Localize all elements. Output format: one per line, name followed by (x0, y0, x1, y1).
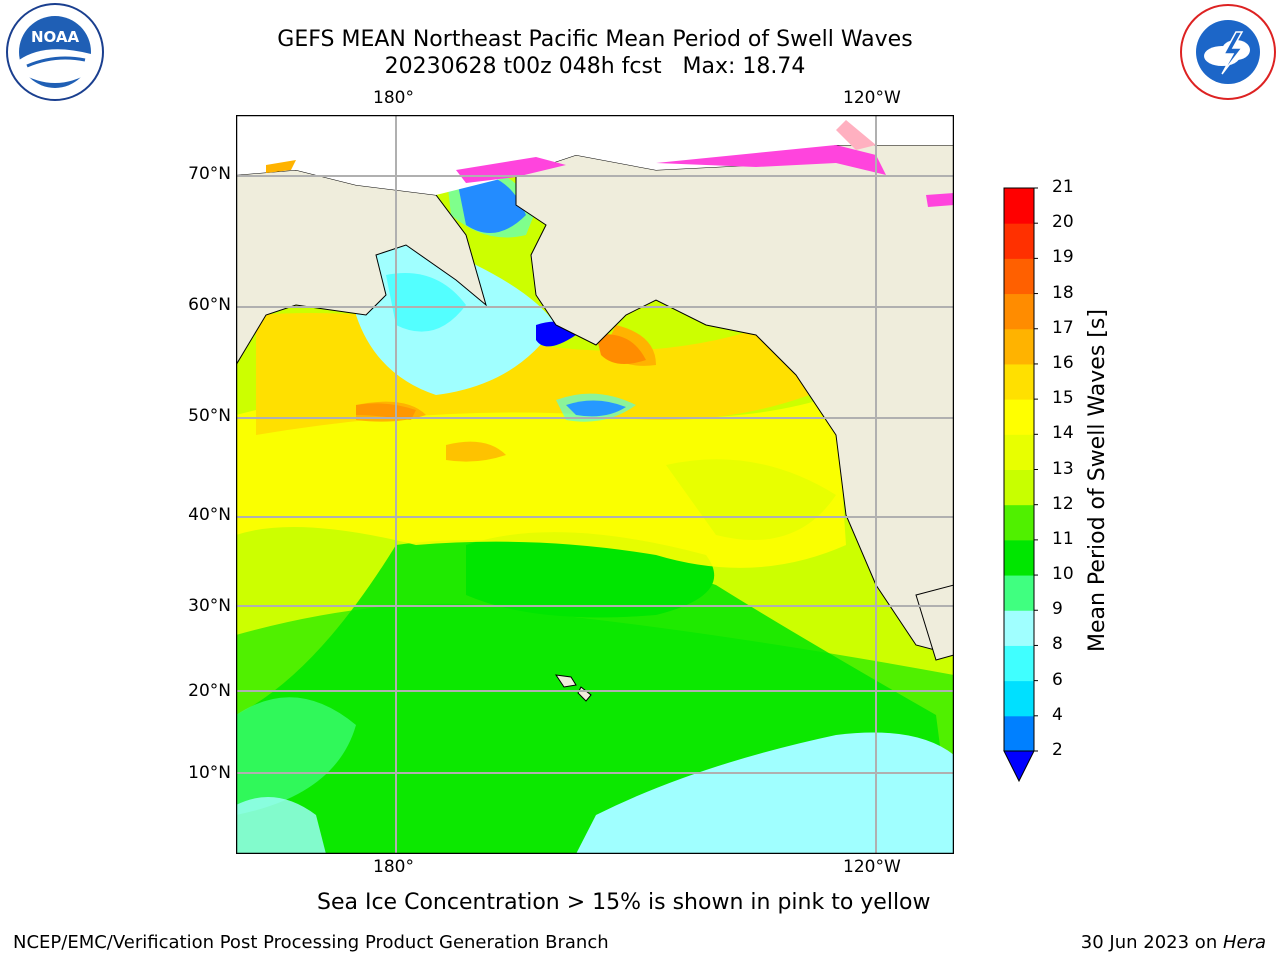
colorbar-segment (1004, 293, 1034, 330)
colorbar-tick-label: 14 (1052, 423, 1074, 444)
lat-label-10n: 10°N (188, 763, 231, 783)
colorbar-tick-label: 4 (1052, 704, 1063, 725)
nws-logo (1180, 4, 1276, 100)
colorbar-segment (1004, 645, 1034, 682)
lon-label-bottom-180: 180° (373, 857, 414, 877)
colorbar-segment (1004, 504, 1034, 541)
footer-date: 30 Jun 2023 on Hera (1081, 932, 1266, 953)
colorbar-tick-label: 16 (1052, 352, 1074, 373)
footer-host: Hera (1222, 932, 1266, 953)
colorbar-segment (1004, 610, 1034, 646)
lat-label-50n: 50°N (188, 406, 231, 426)
lat-label-30n: 30°N (188, 596, 231, 616)
colorbar-tick-label: 8 (1052, 634, 1063, 655)
colorbar-segment (1004, 469, 1034, 506)
colorbar-tick-label: 10 (1052, 564, 1074, 585)
colorbar-tick-label: 11 (1052, 528, 1074, 549)
colorbar-tick-label: 12 (1052, 493, 1074, 514)
colorbar-segment (1004, 680, 1034, 717)
colorbar-segment (1004, 434, 1034, 470)
colorbar-segment (1004, 539, 1034, 576)
colorbar-tick-label: 13 (1052, 458, 1074, 479)
colorbar-segment (1004, 399, 1034, 435)
colorbar-tick-label: 18 (1052, 282, 1074, 303)
colorbar-tick-label: 15 (1052, 388, 1074, 409)
map-title-line2: 20230628 t00z 048h fcst Max: 18.74 (384, 54, 806, 79)
lon-label-top-120w: 120°W (843, 88, 901, 108)
colorbar-segment (1004, 223, 1034, 259)
colorbar-tick-label: 20 (1052, 212, 1074, 233)
colorbar (1003, 187, 1038, 783)
colorbar-segment (1004, 188, 1034, 224)
colorbar-segment (1004, 363, 1034, 400)
colorbar-segment (1004, 575, 1034, 611)
colorbar-under-arrow (1003, 750, 1035, 783)
sea-ice-note: Sea Ice Concentration > 15% is shown in … (317, 890, 931, 915)
colorbar-segment (1004, 715, 1034, 752)
colorbar-tick-label: 21 (1052, 177, 1074, 197)
colorbar-tick-label: 2 (1052, 740, 1063, 760)
colorbar-tick-label: 9 (1052, 599, 1063, 620)
footer-date-text: 30 Jun 2023 on (1080, 932, 1223, 953)
colorbar-segment (1004, 328, 1034, 365)
colorbar-tick-label: 17 (1052, 317, 1074, 338)
map-title-line1: GEFS MEAN Northeast Pacific Mean Period … (277, 27, 913, 52)
graticule (236, 115, 954, 854)
colorbar-tick-label: 19 (1052, 247, 1074, 268)
lon-label-top-180: 180° (373, 88, 414, 108)
colorbar-segment (1004, 258, 1034, 295)
colorbar-tick-label: 6 (1052, 669, 1063, 690)
lat-label-20n: 20°N (188, 681, 231, 701)
noaa-logo: NOAA (6, 3, 104, 101)
map-frame (236, 115, 954, 854)
colorbar-ticks: 2 4 6 8 9 10 11 12 13 14 15 16 17 18 19 20 21 (1052, 0, 1112, 960)
footer-credit: NCEP/EMC/Verification Post Processing Pr… (13, 932, 609, 953)
lat-label-40n: 40°N (188, 505, 231, 525)
lon-label-bottom-120w: 120°W (843, 857, 901, 877)
noaa-logo-text: NOAA (31, 28, 80, 46)
colorbar-label: Mean Period of Swell Waves [s] (1085, 309, 1110, 652)
lat-label-70n: 70°N (188, 164, 231, 184)
swell-period-map (236, 115, 954, 854)
lat-label-60n: 60°N (188, 295, 231, 315)
